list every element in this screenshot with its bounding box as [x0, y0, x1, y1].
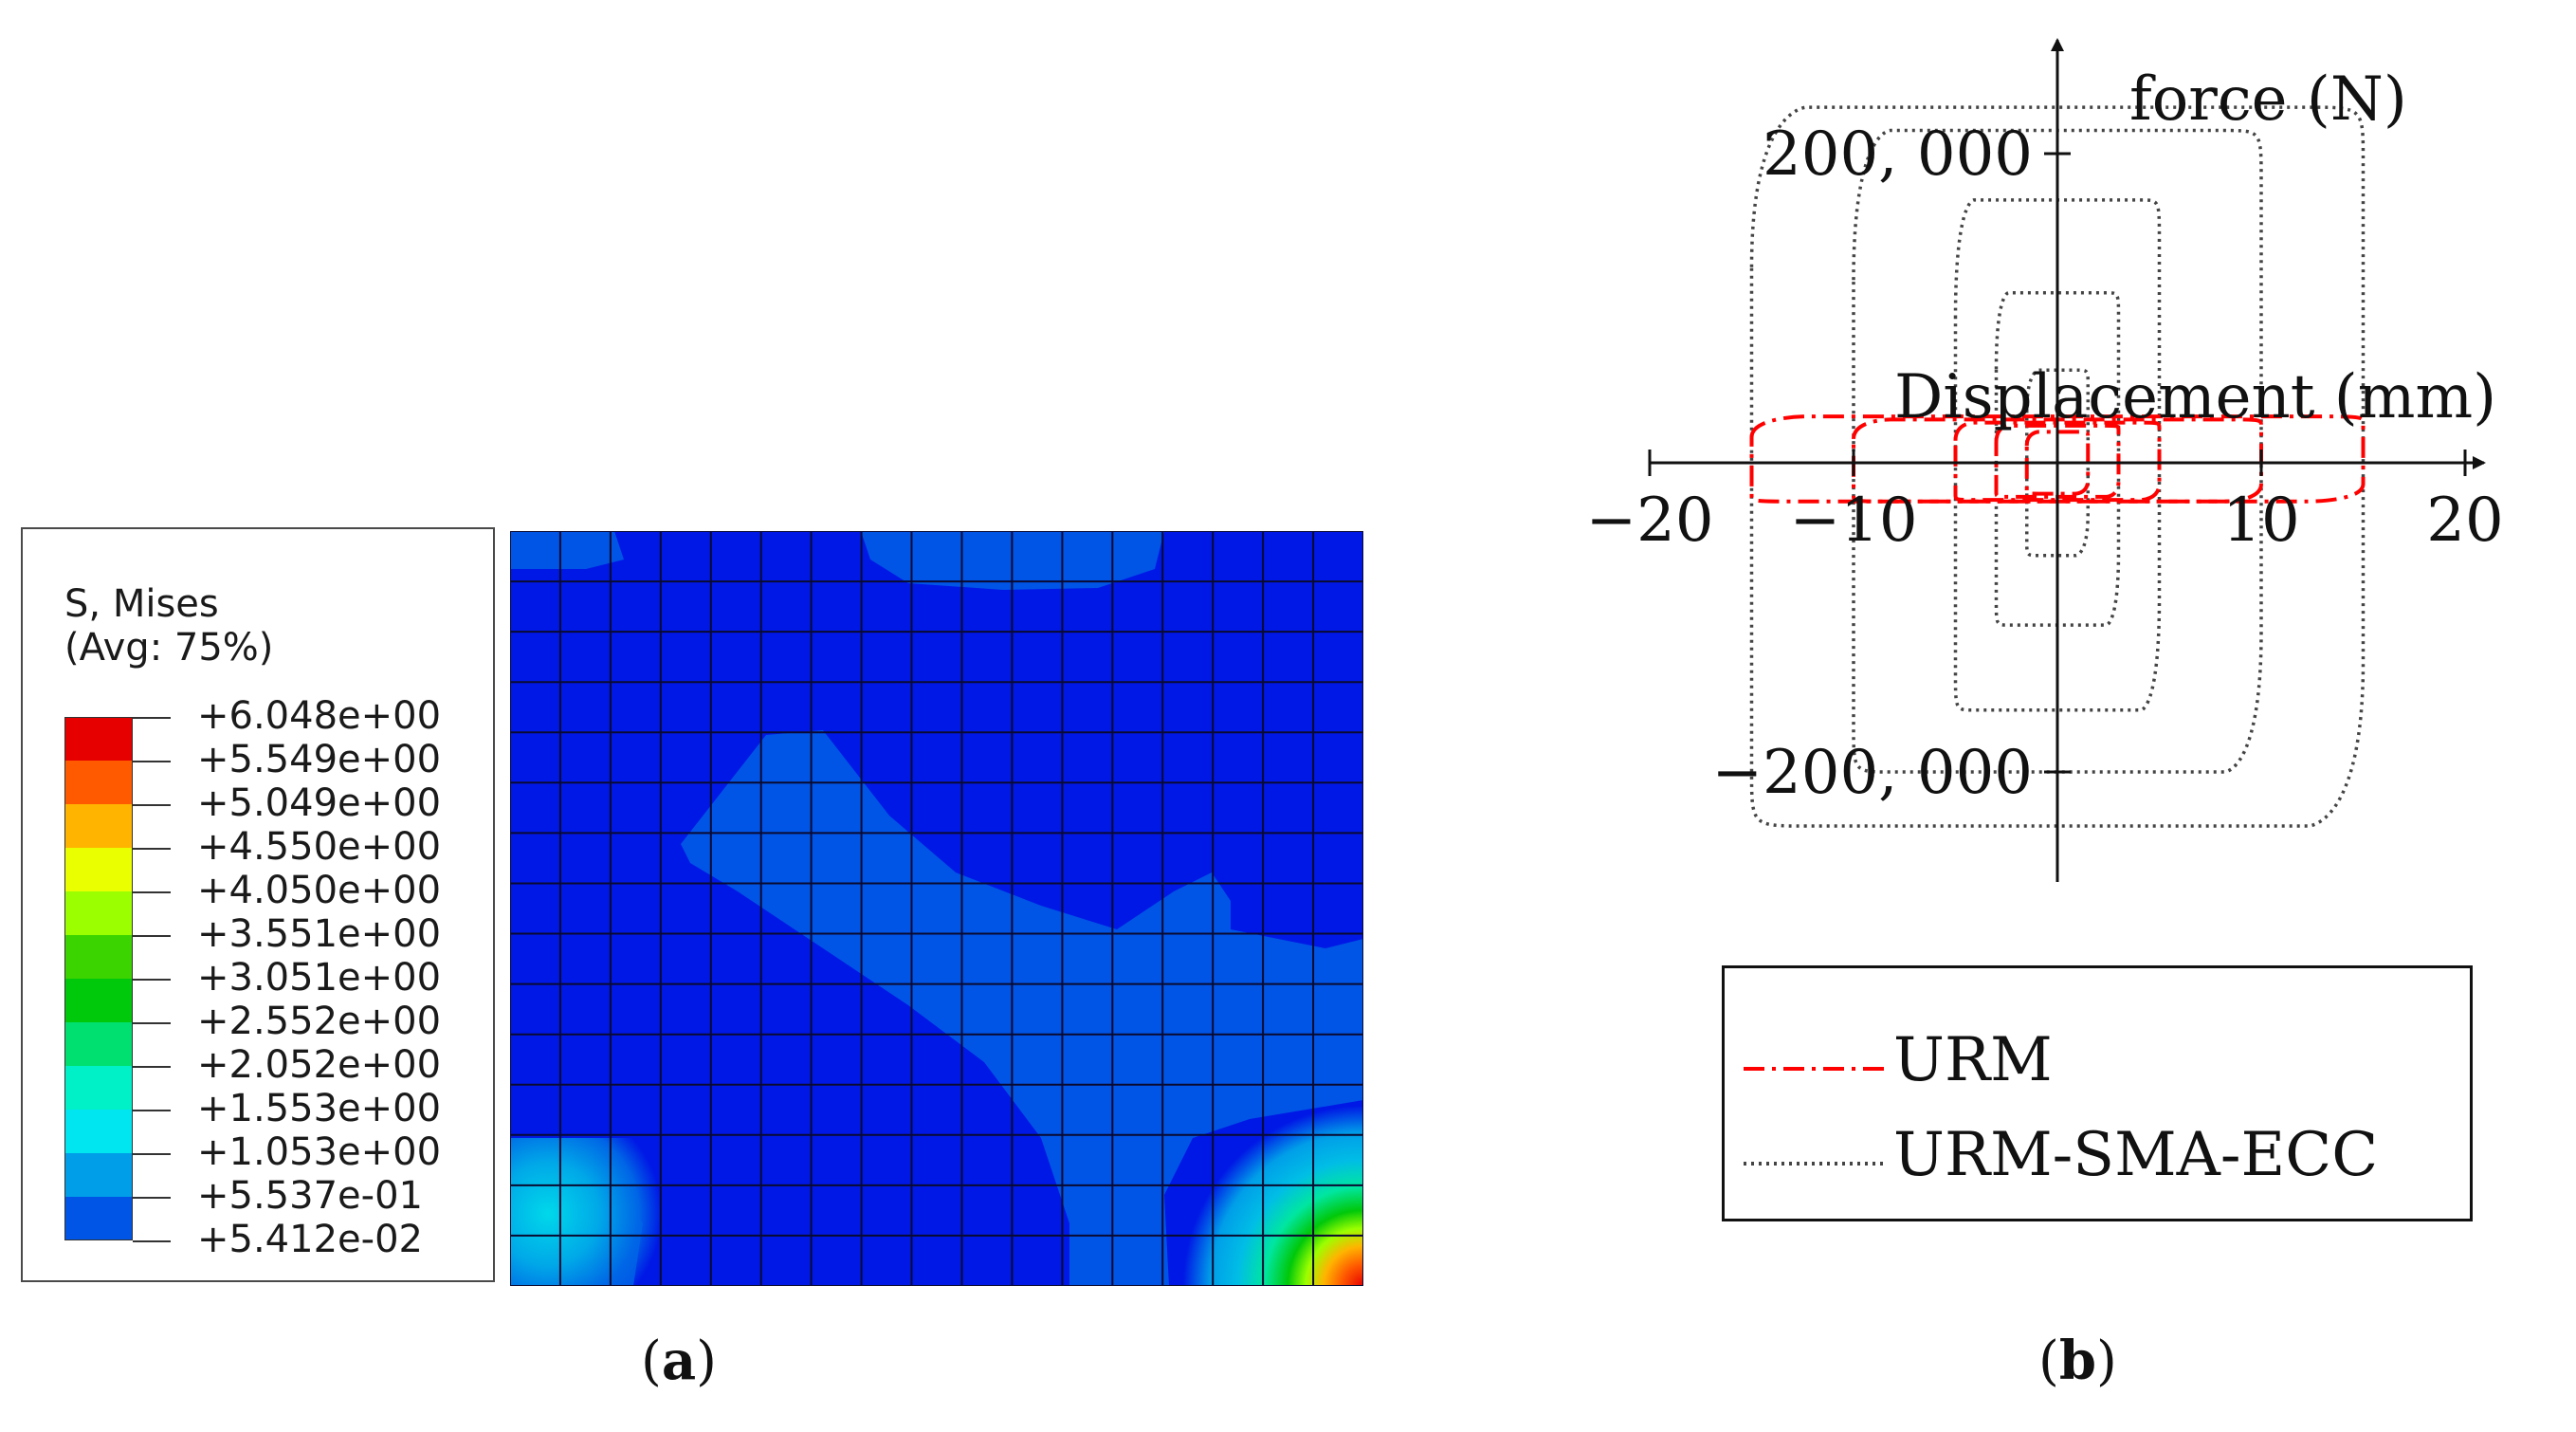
legend-value: +1.053e+00 [197, 1130, 442, 1174]
legend-tick [133, 848, 171, 850]
legend-value: +4.550e+00 [197, 825, 442, 869]
legend-swatch-urm-sma-ecc [1744, 1162, 1886, 1166]
caption-a: (a) [641, 1330, 718, 1392]
legend-value: +5.049e+00 [197, 781, 442, 825]
x-tick-label: −20 [1585, 486, 1713, 556]
legend-title: S, Mises [64, 582, 219, 626]
y-tick-label: 200, 000 [1763, 119, 2033, 190]
loop-urm-sma-ecc [2025, 368, 2090, 558]
legend-tick [133, 717, 171, 719]
loop-urm [1852, 417, 2263, 504]
legend-tick [133, 1066, 171, 1068]
legend-swatch [64, 935, 133, 979]
loop-urm-sma-ecc [1852, 128, 2263, 774]
legend-tick [133, 761, 171, 762]
contour-top-left [510, 531, 624, 569]
contour-diagonal-band [681, 730, 1363, 1286]
stress-contour-mesh [510, 531, 1363, 1286]
x-axis-label: Displacement (mm) [1894, 362, 2496, 432]
contour-left-hotspot [510, 1138, 681, 1286]
legend-label-urm: URM [1893, 1025, 2053, 1095]
panel-b: −20 −10 10 20 200, 000 −200, 000 Displacement… [1517, 0, 2576, 1432]
legend-tick [133, 1153, 171, 1155]
legend-swatch [64, 848, 133, 891]
legend-value: +2.052e+00 [197, 1043, 442, 1087]
hysteresis-chart: −20 −10 10 20 200, 000 −200, 000 Displacement… [1585, 38, 2504, 882]
legend-value: +1.553e+00 [197, 1087, 442, 1130]
legend-tick [133, 804, 171, 806]
x-tick-label: −10 [1789, 486, 1917, 556]
axis-ticks: −20 −10 10 20 200, 000 −200, 000 [1585, 119, 2503, 808]
caption-b: (b) [2038, 1330, 2117, 1392]
panel-a: S, Mises (Avg: 75%) +6.048e+00 +5.549e+00… [21, 527, 1363, 1392]
legend-tick [133, 891, 171, 893]
y-axis-label: force (N) [2129, 64, 2407, 135]
legend-label-urm-sma-ecc: URM-SMA-ECC [1893, 1120, 2379, 1190]
legend-swatch [64, 1197, 133, 1240]
legend-swatch [64, 804, 133, 848]
mesh-grid [510, 531, 1363, 1286]
legend-swatch [64, 1066, 133, 1110]
legend-value: +5.549e+00 [197, 738, 442, 781]
loop-urm [1749, 414, 2366, 504]
legend-value: +5.412e-02 [197, 1218, 423, 1261]
legend-tick [133, 979, 171, 981]
legend-swatch [64, 717, 133, 761]
legend-swatch-urm [1744, 1067, 1886, 1071]
legend-tick [133, 935, 171, 937]
chart-legend: URM URM-SMA-ECC [1722, 965, 2473, 1221]
legend-tick [133, 1022, 171, 1024]
legend-tick [133, 1110, 171, 1111]
contour-max-stress-hotspot [1174, 1081, 1363, 1286]
legend-value: +5.537e-01 [197, 1174, 423, 1218]
x-tick-label: 20 [2426, 486, 2503, 556]
legend-swatch [64, 1022, 133, 1066]
legend-swatch [64, 891, 133, 935]
legend-tick [133, 1197, 171, 1199]
legend-swatch [64, 979, 133, 1022]
legend-value: +4.050e+00 [197, 869, 442, 912]
y-tick-label: −200, 000 [1711, 738, 2033, 808]
loop-urm [1953, 420, 2162, 503]
loop-urm-sma-ecc [1749, 105, 2366, 828]
legend-value: +2.552e+00 [197, 1000, 442, 1043]
legend-value: +6.048e+00 [197, 694, 442, 738]
hysteresis-loops [1749, 105, 2366, 828]
legend-swatch [64, 1153, 133, 1197]
legend-tick [133, 1240, 171, 1242]
legend-value: +3.551e+00 [197, 912, 442, 956]
legend-subtitle: (Avg: 75%) [64, 626, 274, 670]
legend-swatch [64, 1110, 133, 1153]
legend-value: +3.051e+00 [197, 956, 442, 1000]
legend-swatch [64, 761, 133, 804]
x-tick-label: 10 [2222, 486, 2299, 556]
stress-legend: S, Mises (Avg: 75%) +6.048e+00 +5.549e+00… [21, 527, 495, 1282]
loop-urm [2024, 430, 2091, 496]
